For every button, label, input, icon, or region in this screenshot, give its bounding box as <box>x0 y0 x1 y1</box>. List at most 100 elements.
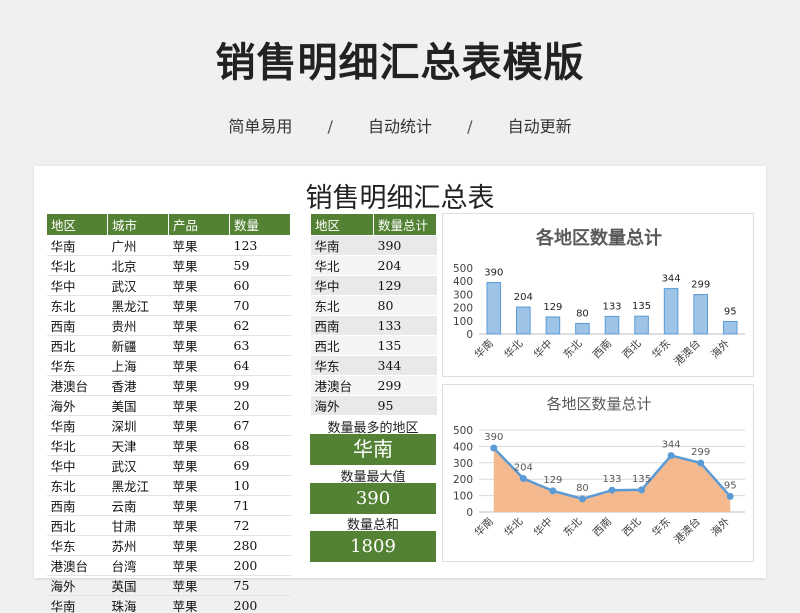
summary-cell: 华北 <box>310 255 374 276</box>
x-tick-label: 港澳台 <box>671 515 702 546</box>
detail-header-cell: 产品 <box>168 213 230 236</box>
x-tick-label: 华北 <box>501 337 525 361</box>
summary-cell: 西北 <box>310 335 374 356</box>
table-row: 西北 甘肃 苹果 72 <box>46 515 291 536</box>
detail-cell: 60 <box>229 275 291 296</box>
summary-cell: 华东 <box>310 355 374 376</box>
detail-cell: 海外 <box>46 395 108 416</box>
data-point <box>697 459 705 467</box>
chart-title: 各地区数量总计 <box>535 227 662 249</box>
detail-cell: 黑龙江 <box>107 295 169 316</box>
table-row: 西北 新疆 苹果 63 <box>46 335 291 356</box>
bar <box>722 320 738 335</box>
detail-cell: 香港 <box>107 375 169 396</box>
detail-cell: 67 <box>229 415 291 436</box>
detail-cell: 苏州 <box>107 535 169 556</box>
detail-cell: 美国 <box>107 395 169 416</box>
x-tick-label: 海外 <box>708 337 732 361</box>
data-label: 135 <box>632 301 651 312</box>
detail-cell: 苹果 <box>168 335 230 356</box>
detail-cell: 武汉 <box>107 455 169 476</box>
tag-separator: / <box>327 117 333 136</box>
y-tick-label: 500 <box>453 425 473 437</box>
detail-cell: 59 <box>229 255 291 276</box>
detail-cell: 西北 <box>46 515 108 536</box>
detail-cell: 华南 <box>46 415 108 436</box>
x-tick-label: 港澳台 <box>671 337 702 368</box>
data-label: 80 <box>576 308 589 319</box>
x-tick-label: 海外 <box>708 515 732 539</box>
detail-cell: 新疆 <box>107 335 169 356</box>
table-row: 海外 95 <box>310 395 437 416</box>
top-region-label: 数量最多的地区 <box>327 421 419 436</box>
tag-easy: 简单易用 <box>228 117 293 136</box>
detail-cell: 64 <box>229 355 291 376</box>
bar <box>604 315 620 335</box>
detail-cell: 苹果 <box>168 575 230 596</box>
x-tick-label: 西北 <box>620 515 644 539</box>
detail-cell: 200 <box>229 595 291 613</box>
data-point <box>549 487 557 495</box>
detail-cell: 西南 <box>46 495 108 516</box>
table-row: 华北 天津 苹果 68 <box>46 435 291 456</box>
area-chart-panel: 各地区数量总计 0 100 200 300 400 500 390 204 129 80 133 135… <box>442 384 754 562</box>
table-row: 西南 云南 苹果 71 <box>46 495 291 516</box>
data-point <box>726 492 734 500</box>
data-label: 344 <box>662 274 681 285</box>
x-tick-label: 西北 <box>620 337 644 361</box>
detail-cell: 广州 <box>107 235 169 256</box>
x-tick-label: 华中 <box>531 515 555 539</box>
y-tick-label: 300 <box>453 458 473 470</box>
detail-cell: 华东 <box>46 355 108 376</box>
area-chart: 各地区数量总计 0 100 200 300 400 500 390 204 129 80 133 135… <box>453 395 745 546</box>
detail-cell: 123 <box>229 235 291 256</box>
detail-cell: 台湾 <box>107 555 169 576</box>
detail-cell: 70 <box>229 295 291 316</box>
tag-auto-update: 自动更新 <box>507 117 572 136</box>
table-row: 华北 北京 苹果 59 <box>46 255 291 276</box>
detail-cell: 苹果 <box>168 275 230 296</box>
detail-cell: 苹果 <box>168 355 230 376</box>
y-tick-label: 0 <box>466 507 473 519</box>
table-row: 华中 武汉 苹果 69 <box>46 455 291 476</box>
detail-cell: 71 <box>229 495 291 516</box>
y-tick-label: 100 <box>453 491 473 503</box>
x-tick-label: 华北 <box>501 515 525 539</box>
detail-cell: 75 <box>229 575 291 596</box>
table-row: 东北 80 <box>310 295 437 316</box>
table-row: 港澳台 299 <box>310 375 437 396</box>
detail-cell: 华北 <box>46 435 108 456</box>
detail-header-cell: 数量 <box>229 213 291 236</box>
page-title: 销售明细汇总表模版 <box>215 40 585 86</box>
detail-cell: 华中 <box>46 275 108 296</box>
detail-cell: 华东 <box>46 535 108 556</box>
detail-cell: 63 <box>229 335 291 356</box>
table-row: 华北 204 <box>310 255 437 276</box>
table-row: 华中 武汉 苹果 60 <box>46 275 291 296</box>
summary-cell: 港澳台 <box>310 375 374 396</box>
table-row: 华南 广州 苹果 123 <box>46 235 291 256</box>
data-label: 204 <box>514 463 533 474</box>
bar <box>634 315 649 335</box>
summary-cell: 133 <box>373 315 437 336</box>
table-row: 华东 苏州 苹果 280 <box>46 535 291 556</box>
bar <box>693 294 708 335</box>
x-tick-label: 华东 <box>649 515 673 539</box>
summary-cell: 西南 <box>310 315 374 336</box>
summary-cell: 135 <box>373 335 437 356</box>
summary-cell: 东北 <box>310 295 374 316</box>
data-point <box>608 486 616 494</box>
detail-cell: 62 <box>229 315 291 336</box>
detail-cell: 西北 <box>46 335 108 356</box>
data-point <box>519 475 527 483</box>
summary-cell: 海外 <box>310 395 374 416</box>
table-row: 海外 英国 苹果 75 <box>46 575 291 596</box>
data-label: 95 <box>724 306 737 317</box>
detail-cell: 苹果 <box>168 295 230 316</box>
table-row: 东北 黑龙江 苹果 70 <box>46 295 291 316</box>
detail-cell: 200 <box>229 555 291 576</box>
data-label: 80 <box>576 483 589 494</box>
data-point <box>667 452 675 460</box>
data-label: 390 <box>484 432 503 443</box>
data-point <box>638 486 646 494</box>
